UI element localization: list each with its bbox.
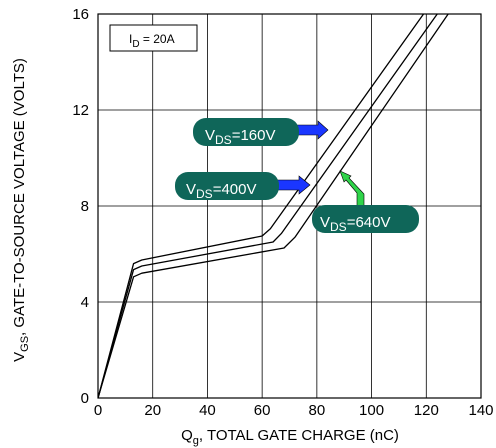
y-label-rest: , GATE-TO-SOURCE VOLTAGE (VOLTS)	[11, 58, 28, 336]
series-curves	[98, 14, 449, 398]
callout-box-160v	[193, 118, 299, 146]
y-label-sub: GS	[19, 336, 31, 352]
y-tick-label-3: 12	[72, 102, 89, 119]
y-tick-label-1: 4	[81, 294, 89, 311]
series-2-rest: =640V	[347, 214, 391, 231]
x-tick-label-1: 20	[144, 402, 161, 419]
x-tick-label-7: 140	[468, 402, 493, 419]
arrow-160v	[295, 120, 329, 140]
series-1-rest: =400V	[213, 181, 257, 198]
x-tick-label-5: 100	[359, 402, 384, 419]
condition-box-frame	[109, 24, 198, 52]
arrow-640v	[339, 170, 365, 211]
x-label-main: Q	[181, 427, 193, 444]
x-tick-label-0: 0	[94, 402, 102, 419]
series-0-main: V	[205, 127, 215, 144]
y-tick-label-4: 16	[72, 6, 89, 23]
callout-label-640v: VDS=640V	[320, 214, 390, 234]
condition-box-text: ID = 20A	[129, 32, 175, 50]
series-2-sub: DS	[330, 220, 347, 234]
x-label-rest: , TOTAL GATE CHARGE (nC)	[199, 427, 399, 444]
x-tick-label-2: 40	[199, 402, 216, 419]
condition-rest: = 20A	[140, 32, 175, 46]
x-tick-label-4: 80	[309, 402, 326, 419]
series-line-1	[98, 14, 438, 398]
series-line-0	[98, 14, 425, 398]
series-1-main: V	[186, 181, 196, 198]
condition-box: ID = 20A	[109, 24, 198, 52]
series-0-sub: DS	[215, 133, 232, 147]
y-tick-label-2: 8	[81, 198, 89, 215]
series-1-sub: DS	[196, 187, 213, 201]
y-axis-label: VGS, GATE-TO-SOURCE VOLTAGE (VOLTS)	[11, 58, 31, 362]
callout-box-640v	[312, 205, 419, 233]
callout-label-400v: VDS=400V	[186, 181, 256, 201]
grid-lines	[98, 14, 481, 398]
x-tick-labels: 0 20 40 60 80 100 120 140	[94, 402, 494, 419]
series-line-2	[98, 14, 449, 398]
series-0-rest: =160V	[232, 127, 276, 144]
series-2-main: V	[320, 214, 330, 231]
condition-sub: D	[132, 39, 139, 50]
y-tick-labels: 0 4 8 12 16	[72, 6, 89, 407]
condition-main: I	[129, 32, 132, 46]
plot-frame	[97, 13, 482, 399]
callout-label-160v: VDS=160V	[205, 127, 275, 147]
callouts: VDS=160V VDS=400V VDS=640V	[175, 118, 419, 234]
callout-box-400v	[175, 172, 279, 200]
x-tick-label-6: 120	[414, 402, 439, 419]
x-axis-label: Qg, TOTAL GATE CHARGE (nC)	[181, 427, 399, 447]
y-label-main: V	[11, 352, 28, 362]
x-tick-label-3: 60	[254, 402, 271, 419]
y-tick-label-0: 0	[81, 390, 89, 407]
x-label-sub: g	[193, 435, 199, 447]
